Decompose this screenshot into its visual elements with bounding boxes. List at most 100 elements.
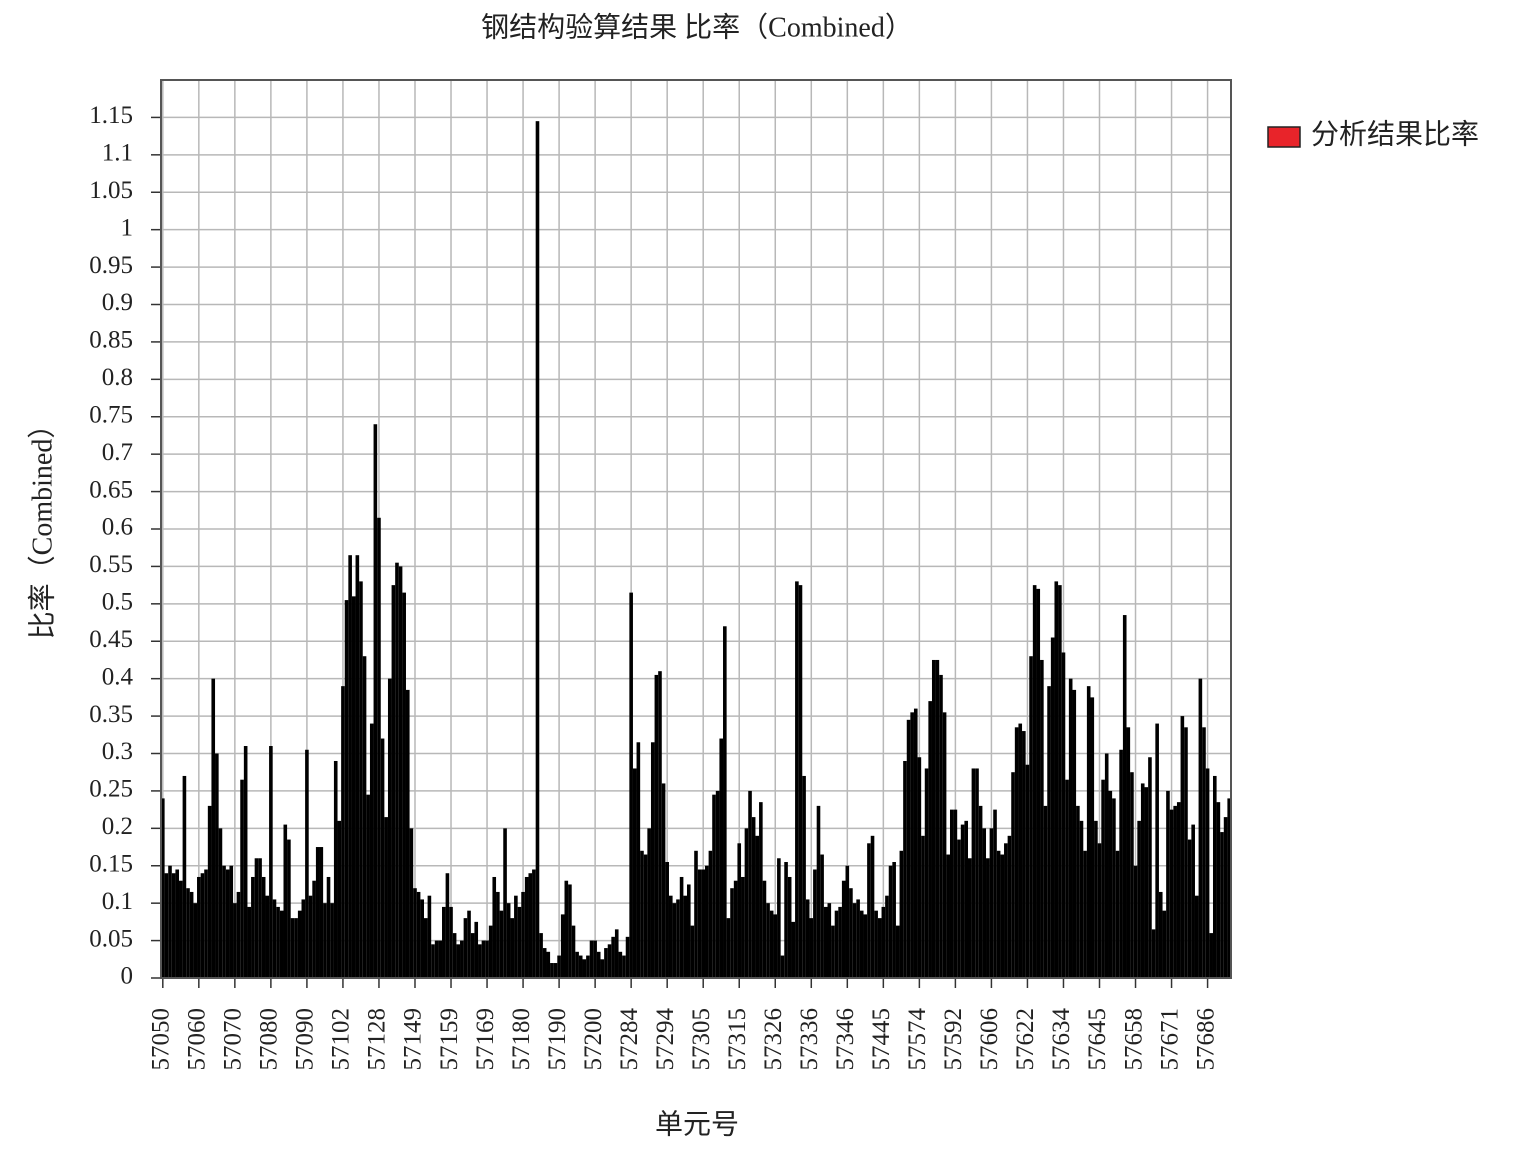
bar [1198, 678, 1203, 978]
bar [928, 701, 932, 978]
bar [820, 854, 824, 978]
bar [1137, 820, 1141, 978]
bar [766, 903, 770, 978]
bar [769, 910, 774, 978]
bar [225, 869, 230, 978]
bar [514, 895, 518, 978]
bar [517, 906, 522, 978]
y-tick-label: 0.05 [89, 925, 133, 952]
bar [308, 895, 313, 978]
x-tick-label: 57658 [1120, 1008, 1147, 1071]
bar [863, 914, 868, 978]
legend-label: 分析结果比率 [1311, 118, 1479, 150]
bar [456, 944, 461, 978]
bar [773, 914, 778, 978]
x-tick-label: 57315 [724, 1008, 751, 1071]
bar [1068, 678, 1073, 978]
x-tick-label: 57050 [148, 1008, 175, 1071]
bar [1173, 805, 1177, 978]
bar [168, 865, 172, 978]
bar [204, 869, 208, 978]
y-axis-label: 比率（Combined） [26, 411, 58, 640]
bar [1169, 809, 1174, 978]
bar [1166, 790, 1170, 978]
bar [906, 719, 911, 978]
bar [452, 933, 457, 978]
bar [215, 753, 219, 978]
bar [1032, 585, 1037, 978]
bar [632, 768, 637, 978]
bar [777, 858, 781, 978]
bar [261, 876, 266, 978]
bar [290, 918, 295, 978]
bar [524, 876, 529, 978]
bar [622, 955, 626, 978]
bar [913, 708, 918, 978]
bar [200, 873, 205, 978]
bar [182, 775, 187, 978]
bar [265, 895, 270, 978]
bar [510, 918, 515, 978]
bar [539, 933, 543, 978]
bar [719, 738, 724, 978]
bar [276, 906, 280, 978]
bar [856, 899, 860, 978]
bar [380, 738, 385, 978]
bar [186, 888, 190, 978]
bar [420, 899, 424, 978]
bar [251, 876, 255, 978]
bar [1184, 727, 1188, 978]
bar [607, 944, 612, 978]
bar [344, 600, 349, 978]
bar [798, 585, 803, 978]
y-tick-label: 0.8 [102, 364, 133, 391]
bar [377, 517, 381, 978]
bar [506, 903, 511, 978]
bar [337, 820, 342, 978]
bar [949, 809, 954, 978]
x-axis-label: 单元号 [655, 1108, 739, 1140]
bar [1101, 779, 1105, 978]
x-tick-label: 57445 [868, 1008, 895, 1071]
bar [859, 910, 864, 978]
bar [679, 876, 684, 978]
bar [488, 925, 493, 978]
x-tick-label: 57645 [1084, 1008, 1111, 1071]
bar [694, 850, 698, 978]
bar [697, 869, 702, 978]
bar [1025, 764, 1030, 978]
y-tick-label: 0.9 [102, 289, 133, 316]
bar [564, 880, 569, 978]
bar [312, 880, 316, 978]
x-tick-label: 57190 [544, 1008, 571, 1071]
bar [521, 891, 525, 978]
bar [236, 891, 241, 978]
bar [611, 936, 615, 978]
bar [222, 865, 226, 978]
x-tick-label: 57060 [184, 1008, 211, 1071]
bar [881, 906, 886, 978]
y-tick-label: 0.35 [89, 701, 133, 728]
bar [809, 918, 814, 978]
x-tick-label: 57305 [688, 1008, 715, 1071]
bar [1094, 820, 1098, 978]
x-tick-label: 57080 [256, 1008, 283, 1071]
bar [870, 835, 875, 978]
bar [416, 891, 421, 978]
bar [474, 921, 479, 978]
bar [211, 678, 216, 978]
bar [676, 899, 680, 978]
bar [924, 768, 929, 978]
bar [931, 659, 936, 978]
bar [301, 899, 306, 978]
bar [1144, 787, 1149, 978]
bar [1158, 891, 1163, 978]
bar [1162, 910, 1167, 978]
bar [892, 862, 896, 978]
bar [618, 951, 623, 978]
bar [1040, 659, 1044, 978]
bar [1122, 615, 1127, 978]
bar [460, 940, 464, 978]
bar [161, 798, 165, 978]
bar [326, 876, 331, 978]
